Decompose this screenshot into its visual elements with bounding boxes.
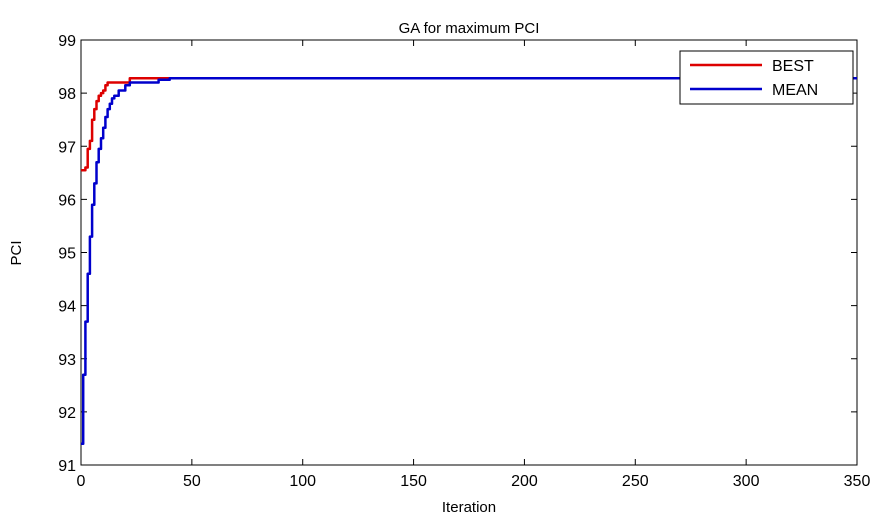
y-tick-label: 96	[58, 192, 76, 209]
x-axis-label: Iteration	[442, 499, 496, 516]
x-tick-label: 100	[289, 473, 316, 490]
y-tick-label: 91	[58, 458, 76, 475]
x-tick-label: 250	[622, 473, 649, 490]
series-lines	[81, 76, 857, 445]
x-tick-label: 0	[77, 473, 86, 490]
x-tick-label: 200	[511, 473, 538, 490]
legend-box	[679, 50, 854, 105]
x-tick-label: 50	[183, 473, 201, 490]
series-line-mean	[81, 76, 857, 445]
plot-area	[80, 39, 858, 466]
y-tick-label: 92	[58, 405, 76, 422]
y-tick-label: 97	[58, 139, 76, 156]
x-axis-ticks: 0 50 100 150 200 250 300 350	[77, 40, 871, 490]
legend-label-best: BEST	[772, 58, 814, 75]
y-tick-label: 98	[58, 86, 76, 103]
legend: BEST MEAN	[679, 50, 854, 105]
y-tick-label: 95	[58, 246, 76, 263]
plot-frame	[80, 39, 858, 466]
x-tick-label: 350	[844, 473, 871, 490]
series-line-best	[81, 76, 857, 172]
y-axis-label: PCI	[8, 240, 25, 265]
legend-label-mean: MEAN	[772, 82, 818, 99]
y-tick-label: 99	[58, 33, 76, 50]
y-tick-label: 93	[58, 352, 76, 369]
y-axis-ticks: 91 92 93 94 95 96 97 98 99	[58, 33, 857, 475]
chart-title: GA for maximum PCI	[399, 20, 540, 37]
x-tick-label: 150	[400, 473, 427, 490]
y-tick-label: 94	[58, 299, 76, 316]
x-tick-label: 300	[733, 473, 760, 490]
